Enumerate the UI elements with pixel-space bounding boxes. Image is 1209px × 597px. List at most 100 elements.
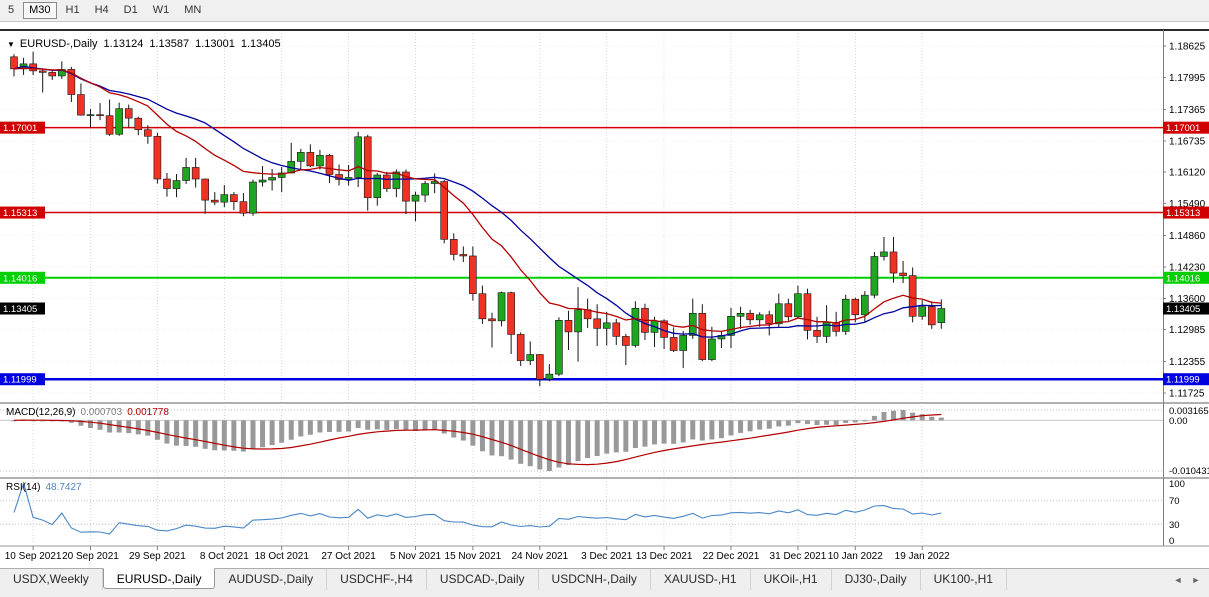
svg-text:1.15313: 1.15313 <box>3 208 37 219</box>
chart-tab-usdchf-h4[interactable]: USDCHF-,H4 <box>327 569 427 590</box>
macd-signal-line <box>13 413 942 466</box>
timeframe-button-m30[interactable]: M30 <box>23 2 57 19</box>
timeframe-button-h1[interactable]: H1 <box>65 4 80 16</box>
svg-text:27 Oct 2021: 27 Oct 2021 <box>321 551 376 562</box>
date-axis[interactable]: 10 Sep 2021 20 Sep 2021 29 Sep 2021 8 Oct 2… <box>5 546 950 562</box>
price-tag-1.15313: 1.15313 <box>1163 206 1209 219</box>
svg-text:3 Dec 2021: 3 Dec 2021 <box>581 551 633 562</box>
price-tag-1.13405: 1.13405 <box>0 302 45 315</box>
svg-text:0.003165: 0.003165 <box>1169 406 1209 417</box>
ohlc-high: 1.13587 <box>149 38 190 50</box>
price-tags: 1.17001 1.17001 1.15313 1.15313 1.14016 1.140… <box>0 121 1209 386</box>
svg-text:1.14860: 1.14860 <box>1169 231 1206 242</box>
svg-text:0.00: 0.00 <box>1169 416 1188 427</box>
svg-text:10 Sep 2021: 10 Sep 2021 <box>5 551 62 562</box>
svg-text:70: 70 <box>1169 496 1180 507</box>
macd-signal-value: 0.001778 <box>127 407 169 418</box>
svg-text:1.14016: 1.14016 <box>1166 273 1200 284</box>
chart-tab-xauusd-h1[interactable]: XAUUSD-,H1 <box>651 569 751 590</box>
chart-tab-ukoil-h1[interactable]: UKOil-,H1 <box>751 569 832 590</box>
chart-tab-uk100-h1[interactable]: UK100-,H1 <box>921 569 1007 590</box>
svg-text:1.14016: 1.14016 <box>3 273 37 284</box>
svg-text:30: 30 <box>1169 520 1180 531</box>
chart-tab-usdcad-daily[interactable]: USDCAD-,Daily <box>427 569 539 590</box>
svg-text:1.11725: 1.11725 <box>1169 389 1205 400</box>
svg-text:1.17995: 1.17995 <box>1169 73 1206 84</box>
svg-text:24 Nov 2021: 24 Nov 2021 <box>511 551 568 562</box>
svg-text:22 Dec 2021: 22 Dec 2021 <box>703 551 760 562</box>
pane-separators[interactable] <box>0 29 1209 547</box>
svg-text:20 Sep 2021: 20 Sep 2021 <box>62 551 119 562</box>
svg-text:1.15490: 1.15490 <box>1169 199 1206 210</box>
price-tag-1.13405: 1.13405 <box>1163 302 1209 315</box>
svg-text:-0.010431: -0.010431 <box>1169 466 1209 477</box>
svg-text:1.12355: 1.12355 <box>1169 357 1206 368</box>
svg-text:1.17001: 1.17001 <box>1166 123 1200 134</box>
chart-tab-eurusd-daily[interactable]: EURUSD-,Daily <box>102 568 216 589</box>
timeframe-button-h4[interactable]: H4 <box>94 4 109 16</box>
chart-tab-usdcnh-daily[interactable]: USDCNH-,Daily <box>539 569 651 590</box>
rsi-panel <box>0 500 1163 525</box>
price-tag-1.11999: 1.11999 <box>1163 373 1209 386</box>
svg-text:1.13405: 1.13405 <box>1166 304 1200 315</box>
chart-tab-audusd-daily[interactable]: AUDUSD-,Daily <box>215 569 328 590</box>
svg-text:1.11999: 1.11999 <box>3 375 37 386</box>
svg-text:1.11999: 1.11999 <box>1166 375 1200 386</box>
svg-text:1.13600: 1.13600 <box>1169 294 1206 305</box>
tab-scroll-left-button[interactable]: ◄ <box>1173 575 1183 585</box>
chart-tab-usdx-weekly[interactable]: USDX,Weekly <box>0 569 103 590</box>
svg-text:1.14230: 1.14230 <box>1169 263 1206 274</box>
ohlc-close: 1.13405 <box>240 38 281 50</box>
chart-symbol-label: EURUSD-,Daily <box>19 38 98 50</box>
ma-fast-line <box>13 67 942 333</box>
price-tag-1.14016: 1.14016 <box>1163 271 1209 284</box>
symbol-dropdown-icon[interactable]: ▼ <box>7 40 15 49</box>
rsi-value: 48.7427 <box>45 482 82 493</box>
price-axis[interactable]: 1.18625 1.17995 1.17365 1.16735 1.16120 1.154… <box>1163 30 1209 547</box>
price-tag-1.17001: 1.17001 <box>0 121 45 134</box>
svg-text:8 Oct 2021: 8 Oct 2021 <box>200 551 249 562</box>
svg-text:1.17365: 1.17365 <box>1169 105 1206 116</box>
timeframe-button-d1[interactable]: D1 <box>123 4 138 16</box>
rsi-line <box>13 481 942 535</box>
ohlc-open: 1.13124 <box>103 38 144 50</box>
price-tag-1.14016: 1.14016 <box>0 271 45 284</box>
svg-text:1.17001: 1.17001 <box>3 123 37 134</box>
timeframe-toolbar: 5 M30 H1 H4 D1 W1 MN <box>0 0 1209 22</box>
svg-text:10 Jan 2022: 10 Jan 2022 <box>828 551 883 562</box>
svg-text:18 Oct 2021: 18 Oct 2021 <box>254 551 309 562</box>
svg-text:5 Nov 2021: 5 Nov 2021 <box>390 551 442 562</box>
svg-text:1.13405: 1.13405 <box>3 304 37 315</box>
svg-text:31 Dec 2021: 31 Dec 2021 <box>770 551 827 562</box>
chart-tab-bar: USDX,Weekly EURUSD-,Daily AUDUSD-,Daily USD… <box>0 568 1209 597</box>
svg-text:15 Nov 2021: 15 Nov 2021 <box>445 551 502 562</box>
horizontal-lines <box>0 126 1163 381</box>
svg-text:1.12985: 1.12985 <box>1169 325 1206 336</box>
ohlc-low: 1.13001 <box>195 38 235 50</box>
svg-text:1.16735: 1.16735 <box>1169 137 1206 148</box>
svg-text:1.15313: 1.15313 <box>1166 208 1200 219</box>
rsi-name: RSI(14) <box>6 482 41 493</box>
macd-value: 0.000703 <box>80 407 123 418</box>
timeframe-button-5[interactable]: 5 <box>8 4 15 16</box>
svg-text:1.16120: 1.16120 <box>1169 167 1206 178</box>
chart-grid <box>0 30 1163 544</box>
rsi-indicator-label: RSI(14) 48.7427 <box>6 482 82 493</box>
chart-area: 1.18625 1.17995 1.17365 1.16735 1.16120 1.154… <box>0 22 1209 568</box>
svg-text:100: 100 <box>1169 479 1185 490</box>
macd-name: MACD(12,26,9) <box>6 407 76 418</box>
tab-scroll-right-button[interactable]: ► <box>1191 575 1201 585</box>
svg-text:1.18625: 1.18625 <box>1169 42 1206 53</box>
tab-scroll-buttons: ◄ ► <box>1171 569 1209 587</box>
price-tag-1.15313: 1.15313 <box>0 206 45 219</box>
timeframe-button-w1[interactable]: W1 <box>152 4 170 16</box>
ma-slow-line <box>13 65 942 338</box>
svg-text:0: 0 <box>1169 536 1174 547</box>
timeframe-button-mn[interactable]: MN <box>184 4 202 16</box>
svg-text:29 Sep 2021: 29 Sep 2021 <box>129 551 186 562</box>
chart-canvas[interactable]: 1.18625 1.17995 1.17365 1.16735 1.16120 1.154… <box>0 22 1209 568</box>
chart-header: ▼ EURUSD-,Daily 1.13124 1.13587 1.13001 1.134… <box>7 38 281 50</box>
chart-tab-dj30-daily[interactable]: DJ30-,Daily <box>832 569 921 590</box>
candlestick-series <box>10 51 946 387</box>
macd-indicator-label: MACD(12,26,9) 0.000703 0.001778 <box>6 407 169 418</box>
